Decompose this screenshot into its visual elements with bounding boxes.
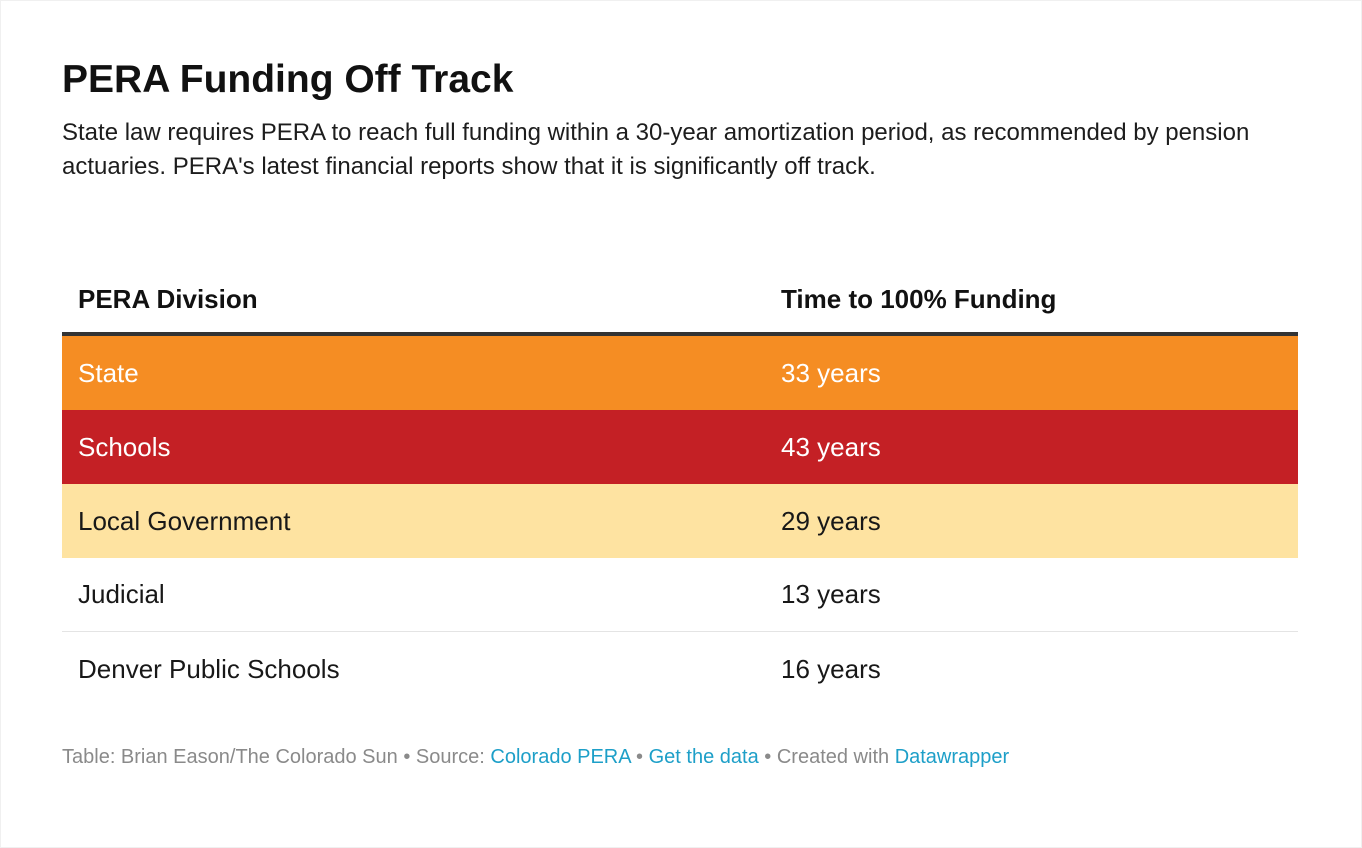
cell-time-to-funding: 33 years bbox=[781, 357, 881, 388]
chart-footer: Table: Brian Eason/The Colorado Sun • So… bbox=[62, 746, 1009, 769]
chart-header: PERA Funding Off Track State law require… bbox=[62, 56, 1298, 184]
table-body: State 33 years Schools 43 years Local Govern… bbox=[62, 336, 1298, 706]
table-row: Judicial 13 years bbox=[62, 558, 1298, 632]
cell-division: Judicial bbox=[78, 579, 165, 609]
chart-subtitle: State law requires PERA to reach full fu… bbox=[62, 119, 1250, 180]
cell-division: Local Government bbox=[78, 505, 291, 536]
cell-time-to-funding: 13 years bbox=[781, 579, 881, 609]
datawrapper-link[interactable]: Datawrapper bbox=[894, 746, 1010, 768]
column-header-division[interactable]: PERA Division bbox=[78, 283, 258, 314]
table-row: Schools 43 years bbox=[62, 410, 1298, 484]
table-row: State 33 years bbox=[62, 336, 1298, 410]
separator: • bbox=[764, 746, 772, 768]
cell-time-to-funding: 43 years bbox=[781, 431, 881, 462]
separator: • bbox=[636, 746, 644, 768]
table-row: Local Government 29 years bbox=[62, 484, 1298, 558]
credit-text: Table: Brian Eason/The Colorado Sun bbox=[62, 746, 398, 768]
separator: • bbox=[403, 746, 411, 768]
data-table: PERA Division Time to 100% Funding State… bbox=[62, 266, 1298, 706]
cell-division: Schools bbox=[78, 431, 171, 462]
source-label: Source: bbox=[415, 746, 485, 768]
table-header: PERA Division Time to 100% Funding bbox=[62, 266, 1298, 336]
cell-time-to-funding: 29 years bbox=[781, 505, 881, 536]
table-row: Denver Public Schools 16 years bbox=[62, 632, 1298, 706]
chart-title: PERA Funding Off Track bbox=[62, 58, 514, 101]
cell-time-to-funding: 16 years bbox=[781, 653, 881, 684]
column-header-time[interactable]: Time to 100% Funding bbox=[781, 283, 1057, 314]
cell-division: Denver Public Schools bbox=[78, 653, 340, 684]
get-data-link[interactable]: Get the data bbox=[648, 746, 759, 768]
created-label: Created with bbox=[776, 746, 890, 768]
cell-division: State bbox=[78, 357, 139, 388]
source-link[interactable]: Colorado PERA bbox=[490, 746, 631, 768]
